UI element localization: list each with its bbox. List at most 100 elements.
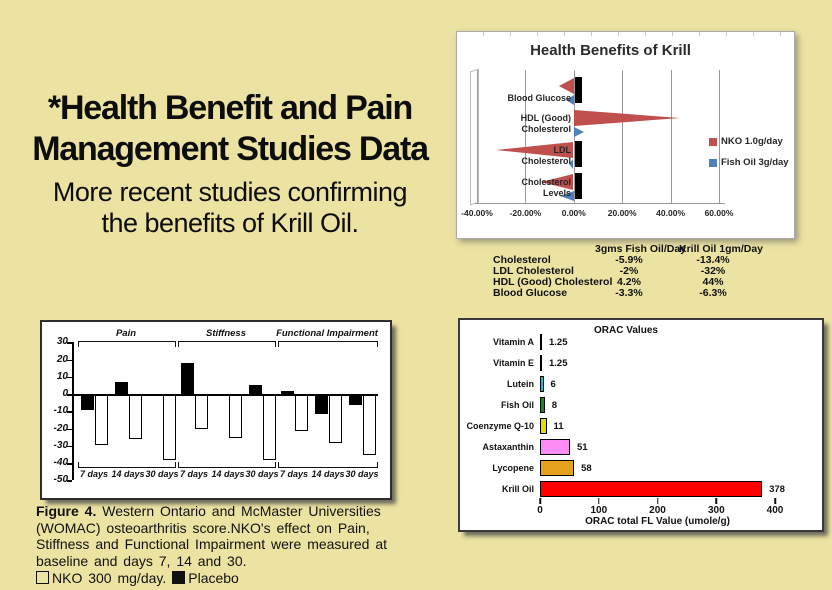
row-label: Blood Glucose: [493, 287, 568, 299]
day-label: 7 days: [179, 469, 209, 479]
krill-oil-column-header: Krill Oil 1gm/Day: [679, 243, 764, 255]
table-row: LDL Cholesterol -2% -32%: [493, 266, 827, 277]
y-axis-line: [72, 342, 74, 480]
x-axis-tick-label: 300: [707, 505, 725, 516]
legend-label: Fish Oil 3g/day: [721, 157, 789, 168]
gridline: [573, 70, 575, 204]
day-label: 30 days: [145, 469, 179, 479]
bar-label: Vitamin A: [492, 337, 534, 347]
category-label: Cholesterol Levels: [521, 177, 571, 198]
day-label: 14 days: [111, 469, 145, 479]
fish-oil-value: -3.3%: [615, 287, 643, 299]
placebo-bar: [249, 384, 262, 394]
placebo-legend-label: Placebo: [188, 570, 239, 586]
bar-value: 8: [551, 400, 557, 411]
fish-oil-value: 4.2%: [617, 276, 641, 288]
x-axis-tick-label: 0: [537, 505, 543, 516]
bar-label: Lutein: [507, 379, 534, 389]
y-axis-tick-label: 20: [56, 353, 68, 365]
y-axis-tick: [67, 376, 72, 379]
nko-bar: [229, 394, 242, 438]
gridline: [670, 70, 672, 204]
fish-oil-arrow: [559, 191, 574, 201]
fish-oil-value: -2%: [619, 265, 639, 277]
nko-bar: [295, 394, 308, 431]
x-axis-tick: [598, 498, 600, 504]
section-bracket-top: [178, 341, 276, 347]
legend-swatch-icon: [709, 158, 717, 167]
y-axis-tick-label: -30: [53, 439, 68, 451]
bar-value: 11: [553, 421, 564, 432]
orac-bar: [540, 397, 545, 413]
caption-text-1: Western Ontario and McMaster Universitie…: [102, 503, 381, 519]
x-axis-tick-label: -40.00%: [461, 208, 493, 218]
nko-open-square-icon: [36, 571, 49, 584]
page-subtitle-line-1: More recent studies confirming: [52, 177, 408, 207]
orac-bar: [540, 334, 542, 350]
krill-oil-value: -6.3%: [699, 287, 727, 299]
womac-chart: 30 20 10 0 -10 -20 -30 -40 -50 Pain 7 days 14 days 3…: [40, 320, 392, 500]
legend-label: NKO 1.0g/day: [721, 136, 783, 147]
bar-label: Lycopene: [492, 463, 534, 473]
fishoil-krill-comparison-table: 3gms Fish Oil/Day Krill Oil 1gm/Day Chol…: [455, 244, 827, 299]
krill-chart-plot-area: Blood Glucose HDL (Good) Cholesterol LDL Cho…: [470, 68, 725, 206]
gridline: [622, 70, 624, 204]
y-axis-tick: [67, 445, 72, 448]
x-axis-tick-label: 40.00%: [656, 208, 686, 218]
orac-plot-area: ORAC Values ORAC total FL Value (umole/g…: [460, 320, 822, 530]
fish-oil-column-header: 3gms Fish Oil/Day: [595, 243, 687, 255]
x-axis-tick-label: 100: [590, 505, 608, 516]
krill-chart-legend: NKO 1.0g/day Fish Oil 3g/day: [709, 136, 789, 168]
category-label: Blood Glucose: [507, 93, 571, 103]
orac-values-chart: ORAC Values ORAC total FL Value (umole/g…: [458, 318, 824, 532]
caption-line-4: baseline and days 7, 14 and 30.: [36, 552, 247, 569]
legend-item: NKO 1.0g/day: [709, 136, 789, 147]
x-axis-tick: [656, 498, 659, 504]
orac-x-axis-label: ORAC total FL Value (umole/g): [585, 516, 730, 527]
table-body: Cholesterol -5.9% -13.4% LDL Cholesterol -2%…: [455, 255, 827, 299]
x-axis-tick-label: -20.00%: [509, 208, 542, 218]
fish-oil-arrow: [565, 95, 574, 105]
page-title-line-2: Management Studies Data: [32, 130, 429, 168]
placebo-bar: [115, 381, 128, 394]
day-label: 30 days: [345, 469, 379, 479]
placebo-bar: [349, 394, 362, 405]
bar-label: Krill Oil: [501, 484, 534, 494]
fish-oil-arrow: [569, 159, 573, 169]
x-axis-tick: [774, 498, 776, 504]
x-axis-tick-label: 60.00%: [704, 208, 734, 218]
nko-bar: [263, 394, 276, 460]
bar-label: Vitamin E: [493, 358, 534, 368]
bar-value: 378: [769, 484, 785, 495]
section-label: Functional Impairment: [276, 328, 378, 339]
y-axis-tick-label: -20: [53, 422, 68, 434]
day-label: 7 days: [79, 469, 109, 479]
orac-bar: [540, 355, 542, 371]
y-axis-tick: [67, 359, 72, 361]
orac-bar: [540, 376, 544, 392]
bar-label: Coenzyme Q-10: [466, 421, 534, 431]
section-bracket-top: [78, 341, 176, 347]
krill-benefits-chart: Health Benefits of Krill Blood Glucose HD…: [456, 31, 795, 239]
caption-line-1: Figure 4. Western Ontario and McMaster U…: [36, 503, 440, 520]
section-bracket-bottom: [278, 462, 378, 468]
womac-caption: Figure 4. Western Ontario and McMaster U…: [36, 503, 440, 587]
fish-oil-arrow: [573, 127, 584, 137]
placebo-bar: [281, 390, 294, 394]
y-axis-tick: [67, 428, 72, 430]
section-label: Stiffness: [206, 328, 246, 339]
category-label: LDL Cholesterol: [521, 145, 571, 166]
y-axis-tick-label: 0: [62, 388, 68, 399]
bar-value: 6: [550, 379, 556, 390]
placebo-filled-square-icon: [172, 571, 186, 584]
axis-3d-block: [574, 77, 582, 103]
zero-baseline: [72, 394, 378, 396]
krill-oil-value: -13.4%: [696, 254, 730, 266]
caption-legend: NKO 300 mg/day. Placebo: [36, 570, 440, 587]
day-label: 30 days: [245, 469, 279, 479]
x-axis-tick-label: 20.00%: [607, 208, 637, 218]
y-axis-tick: [67, 411, 72, 413]
x-axis-tick-label: 200: [649, 505, 666, 516]
krill-oil-value: -32%: [700, 265, 726, 277]
section-label: Pain: [115, 328, 137, 339]
